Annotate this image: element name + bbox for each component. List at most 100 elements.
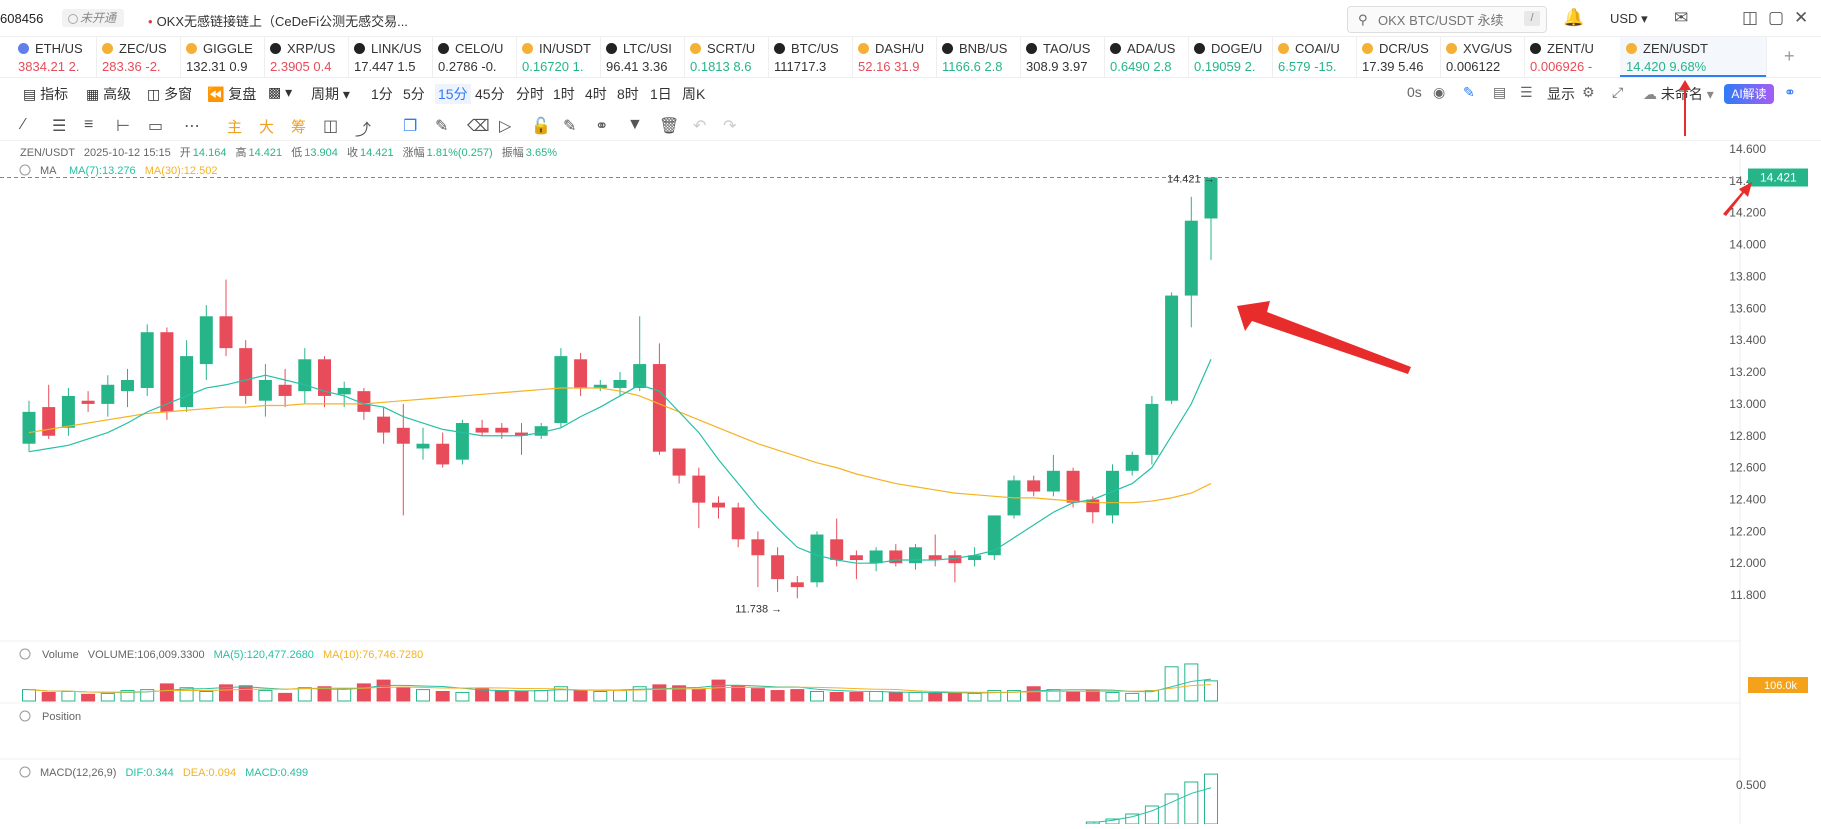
- ruler-icon[interactable]: ✎: [435, 118, 449, 135]
- volume-toggle-icon[interactable]: [19, 648, 31, 660]
- ticker-item[interactable]: COAI/U 6.579 -15.: [1272, 37, 1357, 77]
- volume-bar: [1105, 691, 1120, 702]
- main-tool[interactable]: 主: [227, 119, 243, 136]
- ma-toggle-icon[interactable]: [19, 164, 31, 176]
- redo-icon[interactable]: ↷: [723, 118, 737, 135]
- advanced-button[interactable]: ▦ 高级: [86, 86, 132, 102]
- camera-icon[interactable]: ◉: [1433, 84, 1446, 100]
- ticker-value: 2.3905 0.4: [270, 59, 332, 74]
- measure-icon[interactable]: ⤴: [355, 122, 372, 139]
- ticker-item[interactable]: IN/USDT 0.16720 1.: [516, 37, 601, 77]
- share-icon[interactable]: ⚭: [1784, 84, 1796, 100]
- timeframe-7[interactable]: 8时: [617, 86, 639, 102]
- candle-body: [219, 316, 233, 349]
- hline-icon[interactable]: ⊢: [116, 118, 130, 135]
- timeframe-9[interactable]: 周K: [682, 86, 706, 102]
- ticker-item[interactable]: CELO/U 0.2786 -0.: [432, 37, 517, 77]
- ticker-item[interactable]: DASH/U 52.16 31.9: [852, 37, 937, 77]
- ticker-item[interactable]: DOGE/U 0.19059 2.: [1188, 37, 1273, 77]
- search-box[interactable]: ⚲ /: [1347, 6, 1547, 33]
- position-toggle-icon[interactable]: [19, 710, 31, 722]
- indicators-button[interactable]: ▤ 指标: [23, 86, 69, 102]
- search-input[interactable]: [1376, 10, 1520, 30]
- ticker-item[interactable]: TAO/US 308.9 3.97: [1020, 37, 1105, 77]
- ticker-item[interactable]: XVG/US 0.006122: [1440, 37, 1525, 77]
- layout-name-select[interactable]: ☁ 未命名 ▾: [1643, 86, 1714, 102]
- search-shortcut: /: [1524, 11, 1540, 26]
- ticker-item[interactable]: BNB/US 1166.6 2.8: [936, 37, 1021, 77]
- timeframe-5[interactable]: 1时: [553, 86, 575, 102]
- timeframe-0[interactable]: 1分: [371, 86, 393, 102]
- ticker-item[interactable]: BTC/US 111717.3: [768, 37, 853, 77]
- ticker-item[interactable]: LINK/US 17.447 1.5: [348, 37, 433, 77]
- rectangle-icon[interactable]: ▭: [148, 118, 164, 135]
- ticker-value: 6.579 -15.: [1278, 59, 1337, 74]
- template-icon[interactable]: ▤: [1493, 84, 1507, 100]
- big-tool[interactable]: 大: [259, 119, 275, 136]
- ticker-symbol: GIGGLE: [186, 41, 253, 56]
- timeframe-1[interactable]: 5分: [403, 86, 425, 102]
- layout-icon[interactable]: ◫: [1742, 8, 1759, 27]
- multiwin-button[interactable]: ◫ 多窗: [147, 86, 193, 102]
- mail-icon[interactable]: ✉: [1674, 8, 1689, 27]
- ticker-item[interactable]: ETH/US 3834.21 2.: [12, 37, 97, 77]
- chart-type-button[interactable]: ▩ ▾: [268, 84, 293, 100]
- hlines-icon[interactable]: ☰: [52, 118, 67, 135]
- edit-icon[interactable]: ✎: [563, 118, 577, 135]
- ticker-value: 132.31 0.9: [186, 59, 248, 74]
- settings-icon[interactable]: ⚙: [1582, 84, 1595, 100]
- high-marker: 14.421 →: [1167, 174, 1215, 186]
- chips-tool[interactable]: 筹: [291, 119, 307, 136]
- range-icon[interactable]: ▷: [499, 118, 512, 135]
- more-tools-icon[interactable]: ⋯: [184, 118, 200, 135]
- link-icon[interactable]: ⚭: [595, 118, 609, 135]
- volume-bar: [494, 690, 509, 702]
- copy-icon[interactable]: ❐: [403, 118, 418, 135]
- candle-body: [692, 475, 706, 503]
- ticker-symbol-text: COAI/U: [1295, 41, 1340, 56]
- ticker-item[interactable]: XRP/US 2.3905 0.4: [264, 37, 349, 77]
- close-icon[interactable]: ✕: [1794, 8, 1809, 27]
- magnet-icon[interactable]: ◫: [323, 118, 339, 135]
- eraser-icon[interactable]: ⌫: [467, 118, 490, 135]
- timeframe-2[interactable]: 15分: [435, 84, 471, 104]
- ticker-item[interactable]: SCRT/U 0.1813 8.6: [684, 37, 769, 77]
- currency-select[interactable]: USD ▾: [1610, 11, 1648, 26]
- ticker-item[interactable]: DCR/US 17.39 5.46: [1356, 37, 1441, 77]
- ticker-item[interactable]: ZENT/U 0.006926 -: [1524, 37, 1621, 77]
- fullscreen-icon[interactable]: ⤢: [1612, 84, 1624, 100]
- ticker-item[interactable]: GIGGLE 132.31 0.9: [180, 37, 265, 77]
- timeframe-3[interactable]: 45分: [475, 86, 505, 102]
- display-button[interactable]: 显示: [1547, 86, 1575, 102]
- ai-interpret-button[interactable]: AI解读: [1724, 84, 1774, 104]
- delete-icon[interactable]: 🗑: [659, 118, 680, 135]
- ticker-item[interactable]: ZEC/US 283.36 -2.: [96, 37, 181, 77]
- status-badge[interactable]: 未开通: [62, 9, 125, 27]
- ticker-symbol-text: SCRT/U: [707, 41, 756, 56]
- add-tab-icon[interactable]: +: [1784, 46, 1795, 66]
- timeframe-8[interactable]: 1日: [650, 86, 672, 102]
- channel-icon[interactable]: ≡: [84, 116, 94, 133]
- ticker-item[interactable]: ZEN/USDT 14.420 9.68%: [1620, 37, 1767, 77]
- display-menu-icon[interactable]: ☰: [1520, 84, 1533, 100]
- pen-icon[interactable]: ✎: [1463, 84, 1475, 100]
- lock-icon[interactable]: 🔓: [531, 118, 551, 135]
- price-chart[interactable]: 11.800 12.000 12.200 12.400 12.600 12.800 13.0…: [0, 141, 1821, 825]
- period-button[interactable]: 周期 ▾: [311, 86, 350, 102]
- bell-icon[interactable]: 🔔: [1563, 8, 1585, 27]
- trendline-icon[interactable]: ∕: [22, 116, 25, 133]
- ticker-symbol-text: BTC/US: [791, 41, 839, 56]
- timeframe-6[interactable]: 4时: [585, 86, 607, 102]
- ticker-item[interactable]: ADA/US 0.6490 2.8: [1104, 37, 1189, 77]
- countdown: 0s: [1407, 84, 1422, 100]
- notice-banner[interactable]: • OKX无感链接链上（CeDeFi公测无感交易...: [148, 14, 408, 29]
- expand-icon[interactable]: ▢: [1768, 8, 1785, 27]
- undo-icon[interactable]: ↶: [693, 118, 707, 135]
- ticker-item[interactable]: LTC/USI 96.41 3.36: [600, 37, 685, 77]
- filter-icon[interactable]: ▼: [627, 116, 643, 133]
- macd-toggle-icon[interactable]: [19, 766, 31, 778]
- candle-body: [790, 582, 804, 588]
- chart-area[interactable]: 11.800 12.000 12.200 12.400 12.600 12.800 13.0…: [0, 141, 1821, 825]
- replay-button[interactable]: ⏪ 复盘: [207, 86, 257, 102]
- timeframe-4[interactable]: 分时: [516, 86, 544, 102]
